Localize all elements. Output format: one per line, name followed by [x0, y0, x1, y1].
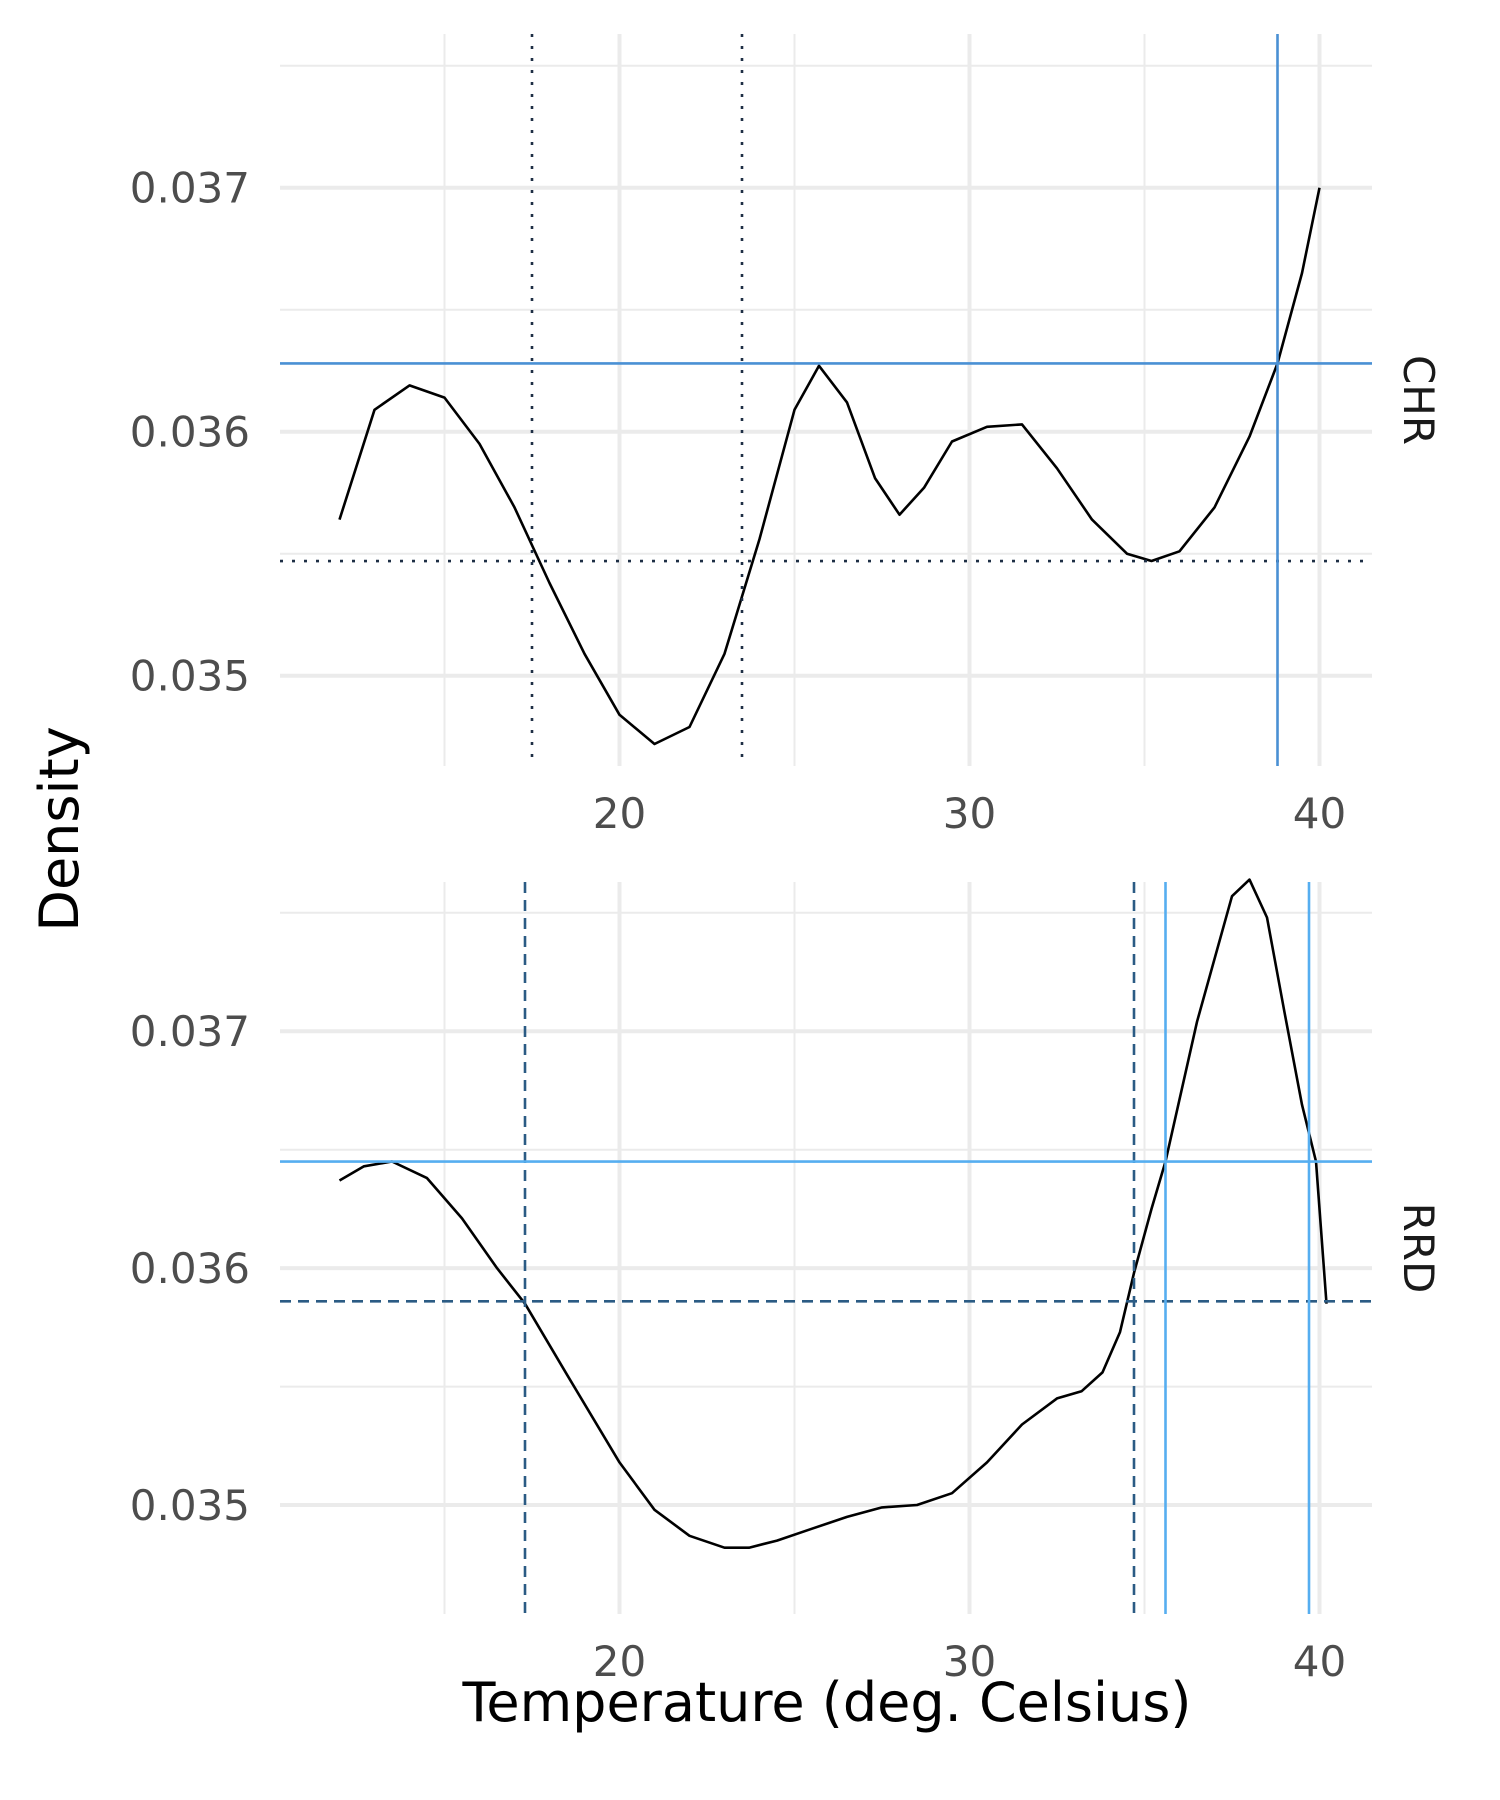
x-tick-label: 40 [1293, 789, 1346, 838]
y-tick-label: 0.035 [130, 1481, 250, 1530]
y-axis-title: Density [28, 726, 91, 931]
x-tick-label: 20 [593, 789, 646, 838]
y-tick-label: 0.037 [130, 1007, 250, 1056]
density-curve [338, 878, 1328, 1549]
facet-strip-label: RRD [1394, 1203, 1443, 1294]
y-tick-label: 0.035 [130, 652, 250, 701]
x-tick-label: 20 [593, 1637, 646, 1686]
x-tick-label: 40 [1293, 1637, 1346, 1686]
panel-rrd: 0.035 0.036 0.037 20 30 40 RRD [130, 878, 1443, 1686]
x-tick-label: 30 [943, 789, 996, 838]
x-axis-title: Temperature (deg. Celsius) [462, 1671, 1192, 1734]
y-tick-label: 0.036 [130, 1244, 250, 1293]
y-tick-label: 0.037 [130, 164, 250, 213]
facet-strip-label: CHR [1394, 355, 1443, 445]
x-tick-label: 30 [943, 1637, 996, 1686]
y-tick-label: 0.036 [130, 408, 250, 457]
panel-chr: 0.035 0.036 0.037 20 30 40 CHR [130, 34, 1443, 838]
density-curve [338, 187, 1321, 746]
